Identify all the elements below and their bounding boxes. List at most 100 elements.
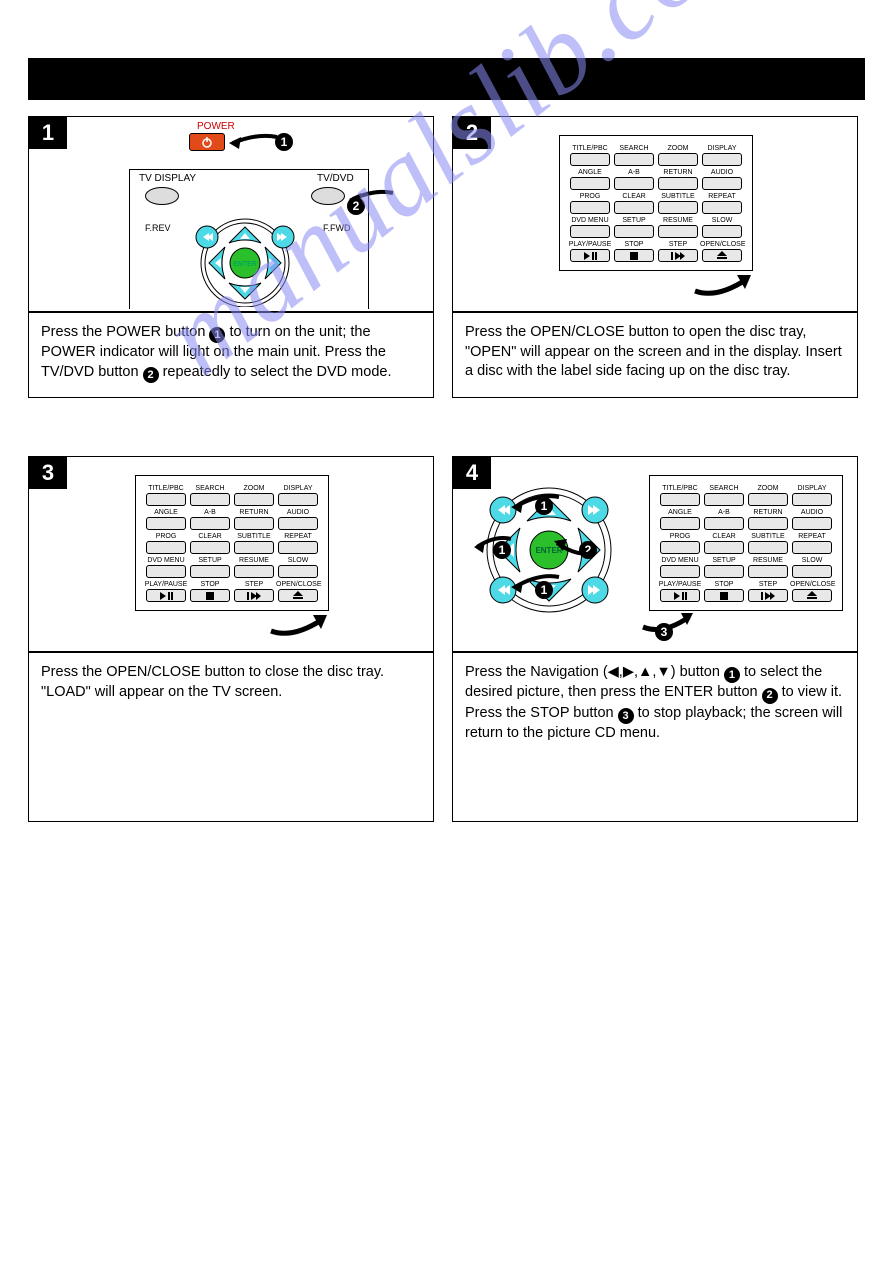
- panel-3-text: Press the OPEN/CLOSE button to close the…: [28, 652, 434, 822]
- remote-button: DVD MENU: [568, 216, 612, 238]
- remote-button: A-B: [612, 168, 656, 190]
- button-label: PLAY/PAUSE: [144, 580, 188, 589]
- button-shape: [146, 589, 186, 602]
- button-label: STEP: [746, 580, 790, 589]
- header-bar: [28, 58, 865, 100]
- button-shape: [660, 541, 700, 554]
- button-shape: [792, 541, 832, 554]
- button-label: SUBTITLE: [232, 532, 276, 541]
- button-label: ZOOM: [746, 484, 790, 493]
- button-label: RETURN: [232, 508, 276, 517]
- button-label: A-B: [188, 508, 232, 517]
- button-label: STEP: [232, 580, 276, 589]
- button-shape: [658, 153, 698, 166]
- remote-button: RETURN: [746, 508, 790, 530]
- arrow-icon: [509, 573, 569, 599]
- remote-button: STOP: [612, 240, 656, 262]
- remote-button: ANGLE: [144, 508, 188, 530]
- remote-button: A-B: [702, 508, 746, 530]
- button-shape: [702, 177, 742, 190]
- remote-button: STEP: [746, 580, 790, 602]
- remote-button: AUDIO: [790, 508, 834, 530]
- button-shape: [570, 177, 610, 190]
- panel-1: 1 POWER 1 TV DISPLAY TV/DVD 2: [28, 116, 434, 398]
- button-label: TITLE/PBC: [568, 144, 612, 153]
- button-label: SETUP: [188, 556, 232, 565]
- button-label: REPEAT: [790, 532, 834, 541]
- remote-button: SLOW: [276, 556, 320, 578]
- text: Press the OPEN/CLOSE button to close the…: [41, 664, 384, 700]
- button-shape: [234, 565, 274, 578]
- button-shape: [792, 565, 832, 578]
- remote-button: DVD MENU: [658, 556, 702, 578]
- button-shape: [658, 225, 698, 238]
- button-label: REPEAT: [700, 192, 744, 201]
- nav-symbols: (◀,▶,▲,▼): [603, 664, 676, 680]
- remote-button: DISPLAY: [276, 484, 320, 506]
- callout-3: 3: [655, 623, 673, 641]
- button-shape: [660, 589, 700, 602]
- button-shape: [702, 225, 742, 238]
- button-label: DISPLAY: [700, 144, 744, 153]
- panel-4: 4: [452, 456, 858, 822]
- button-shape: [748, 517, 788, 530]
- button-label: RETURN: [656, 168, 700, 177]
- button-shape: [658, 249, 698, 262]
- button-label: DVD MENU: [568, 216, 612, 225]
- button-shape: [234, 517, 274, 530]
- button-label: SEARCH: [702, 484, 746, 493]
- callout-2: 2: [347, 197, 365, 215]
- remote-button: TITLE/PBC: [144, 484, 188, 506]
- button-shape: [190, 565, 230, 578]
- button-label: SEARCH: [188, 484, 232, 493]
- remote-button: STOP: [188, 580, 232, 602]
- button-shape: [146, 541, 186, 554]
- button-shape: [702, 201, 742, 214]
- button-shape: [146, 565, 186, 578]
- tv-dvd-label: TV/DVD: [317, 173, 354, 184]
- button-label: DVD MENU: [658, 556, 702, 565]
- button-label: SLOW: [700, 216, 744, 225]
- button-shape: [658, 177, 698, 190]
- button-grid: TITLE/PBCSEARCHZOOMDISPLAYANGLEA-BRETURN…: [559, 135, 753, 271]
- button-shape: [660, 565, 700, 578]
- panel-3: 3 TITLE/PBCSEARCHZOOMDISPLAYANGLEA-BRETU…: [28, 456, 434, 822]
- button-label: PROG: [144, 532, 188, 541]
- remote-button: PLAY/PAUSE: [658, 580, 702, 602]
- remote-button: A-B: [188, 508, 232, 530]
- button-label: REPEAT: [276, 532, 320, 541]
- button-shape: [702, 153, 742, 166]
- power-button-icon: [189, 133, 225, 151]
- button-shape: [278, 517, 318, 530]
- button-shape: [704, 541, 744, 554]
- button-label: SUBTITLE: [656, 192, 700, 201]
- button-label: A-B: [702, 508, 746, 517]
- remote-button: AUDIO: [700, 168, 744, 190]
- remote-button: RETURN: [232, 508, 276, 530]
- button-label: TITLE/PBC: [144, 484, 188, 493]
- remote-button: RESUME: [746, 556, 790, 578]
- remote-button: PROG: [144, 532, 188, 554]
- button-shape: [570, 249, 610, 262]
- panel-4-diagram: 4: [452, 456, 858, 652]
- button-shape: [702, 249, 742, 262]
- remote-button: STEP: [656, 240, 700, 262]
- ref-1: 1: [209, 327, 225, 343]
- arrow-icon: [553, 535, 603, 559]
- button-label: SLOW: [276, 556, 320, 565]
- remote-button: DISPLAY: [700, 144, 744, 166]
- step-number: 3: [29, 457, 67, 489]
- button-shape: [704, 589, 744, 602]
- button-label: SETUP: [612, 216, 656, 225]
- button-shape: [190, 541, 230, 554]
- button-label: DISPLAY: [790, 484, 834, 493]
- button-label: TITLE/PBC: [658, 484, 702, 493]
- button-shape: [278, 589, 318, 602]
- button-label: AUDIO: [276, 508, 320, 517]
- remote-button: REPEAT: [276, 532, 320, 554]
- remote-button: PROG: [658, 532, 702, 554]
- remote-button: RESUME: [232, 556, 276, 578]
- arrow-icon: [473, 535, 519, 559]
- frev-label: F.REV: [145, 223, 171, 233]
- remote-button: STOP: [702, 580, 746, 602]
